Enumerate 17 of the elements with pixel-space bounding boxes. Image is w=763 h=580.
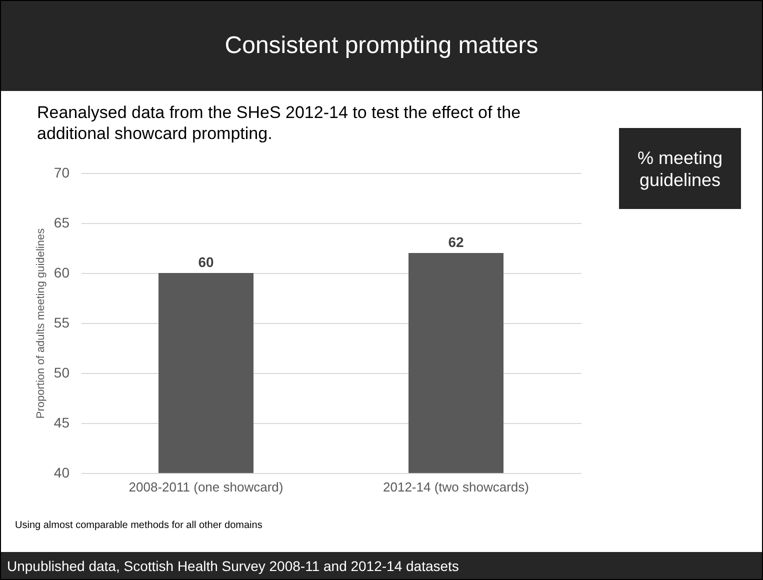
y-tick-label: 45 <box>54 414 70 430</box>
x-tick-label: 2008-2011 (one showcard) <box>128 480 284 494</box>
y-tick-label: 60 <box>54 264 70 280</box>
text: Using almost comparable methods for all other domains <box>15 520 262 531</box>
y-tick-label: 65 <box>54 214 70 230</box>
y-tick-label: 50 <box>54 364 70 380</box>
y-tick-label: 40 <box>54 464 70 480</box>
text: % meeting guidelines <box>619 128 741 209</box>
text: Unpublished data, Scottish Health Survey 2008-11 and 2012-14 datasets <box>1 552 762 579</box>
y-tick-label: 55 <box>54 314 70 330</box>
y-tick-label: 70 <box>54 164 70 180</box>
data-label: 60 <box>198 254 214 270</box>
chart-title: Consistent prompting matters <box>1 1 762 91</box>
chart-subtitle: Reanalysed data from the SHeS 2012-14 to test the effect of the additional showcard prompting. <box>37 102 522 144</box>
y-axis-title: Proportion of adults meeting guidelines <box>34 228 47 419</box>
x-tick-label: 2012-14 (two showcards) <box>383 480 529 494</box>
data-label: 62 <box>448 234 464 250</box>
